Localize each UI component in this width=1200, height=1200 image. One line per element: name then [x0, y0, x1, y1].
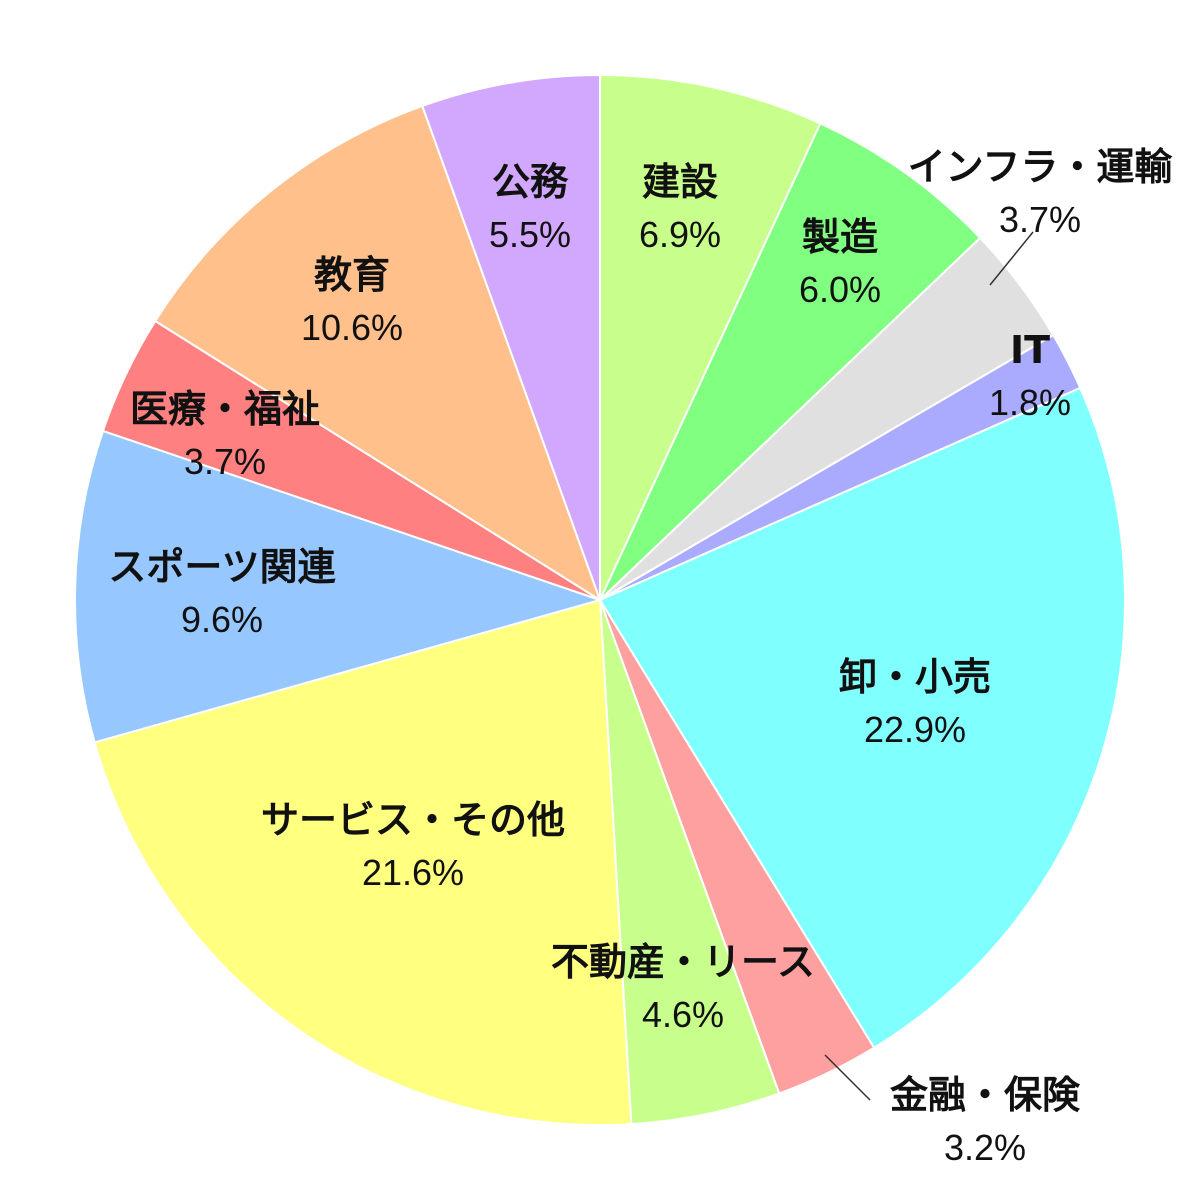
slice-label: 卸・小売: [839, 655, 991, 699]
slice-value-label: 10.6%: [301, 307, 403, 348]
pie-slice: [93, 598, 633, 1126]
slice-value-label: 1.8%: [989, 382, 1071, 423]
slice-value-label: 9.6%: [181, 599, 263, 640]
pie-slice: [74, 429, 604, 744]
slice-label: インフラ・運輸: [908, 145, 1174, 189]
slice-value-label: 5.5%: [489, 214, 571, 255]
leader-line: [989, 231, 1034, 286]
pie-slice: [598, 386, 1126, 1050]
leader-line: [824, 1054, 871, 1101]
slice-label: 製造: [802, 215, 878, 259]
slice-labels: 建設 6.9% 製造 6.0% インフラ・運輸 3.7% IT 1.8% 卸・小売 22.9% 金融…: [108, 145, 1173, 1168]
slice-label: IT: [1010, 328, 1050, 372]
slice-value-label: 22.9%: [864, 709, 966, 750]
slice-value-label: 3.7%: [184, 441, 266, 482]
pie-slice: [599, 122, 982, 601]
slice-label: 建設: [642, 160, 718, 204]
slice-value-label: 4.6%: [642, 994, 724, 1035]
slice-value-label: 3.2%: [944, 1127, 1026, 1168]
slice-label: 医療・福祉: [130, 387, 320, 431]
slice-value-label: 6.0%: [799, 269, 881, 310]
slice-value-label: 6.9%: [639, 214, 721, 255]
pie-slice: [421, 73, 601, 601]
pie-slices: [74, 73, 1126, 1126]
pie-slice: [599, 73, 822, 601]
slice-value-label: 21.6%: [362, 852, 464, 893]
slice-label: スポーツ関連: [108, 545, 336, 589]
pie-slice: [153, 104, 602, 603]
slice-label: 公務: [492, 160, 569, 204]
slice-label: 金融・保険: [889, 1073, 1081, 1117]
slice-value-label: 3.7%: [999, 199, 1081, 240]
leader-lines: [824, 231, 1034, 1101]
slice-label: 不動産・リース: [551, 940, 815, 984]
slice-label: サービス・その他: [261, 798, 565, 842]
slice-label: 教育: [314, 253, 390, 297]
